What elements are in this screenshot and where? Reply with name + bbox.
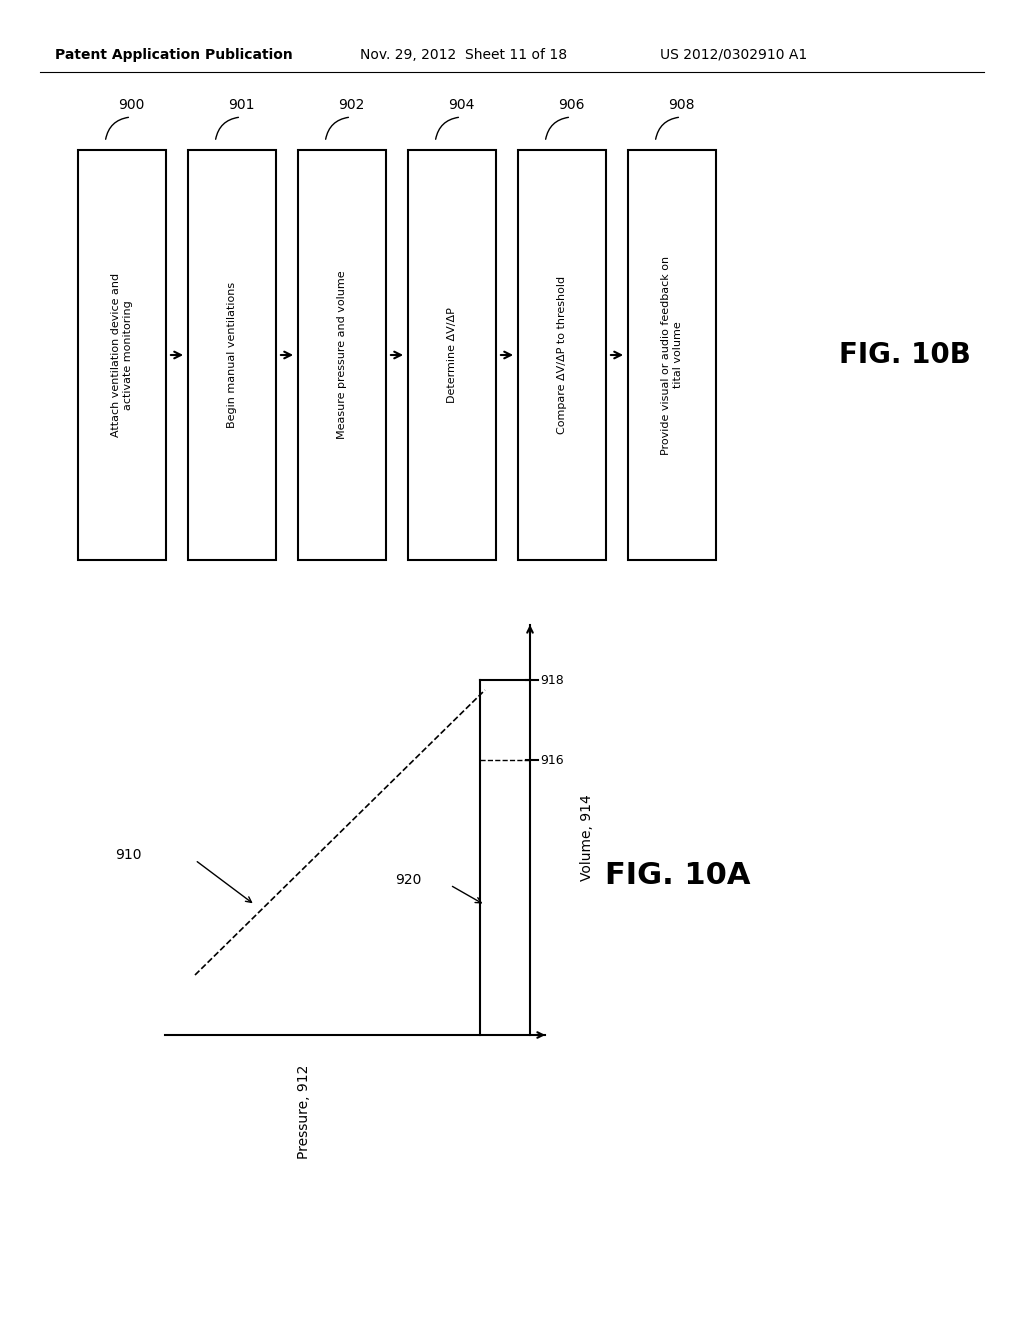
Bar <box>78 150 166 560</box>
Text: Volume, 914: Volume, 914 <box>580 795 594 880</box>
Text: Begin manual ventilations: Begin manual ventilations <box>227 282 237 428</box>
Text: FIG. 10B: FIG. 10B <box>839 341 971 370</box>
Text: Nov. 29, 2012  Sheet 11 of 18: Nov. 29, 2012 Sheet 11 of 18 <box>360 48 567 62</box>
Text: Provide visual or audio feedback on
tital volume: Provide visual or audio feedback on tita… <box>662 256 683 454</box>
Text: Measure pressure and volume: Measure pressure and volume <box>337 271 347 440</box>
Text: 906: 906 <box>558 98 585 112</box>
Bar <box>518 150 606 560</box>
Text: US 2012/0302910 A1: US 2012/0302910 A1 <box>660 48 807 62</box>
Bar <box>298 150 386 560</box>
Text: Compare ΔV/ΔP to threshold: Compare ΔV/ΔP to threshold <box>557 276 567 434</box>
Text: Patent Application Publication: Patent Application Publication <box>55 48 293 62</box>
Text: 916: 916 <box>540 754 563 767</box>
Text: 901: 901 <box>228 98 255 112</box>
Text: 900: 900 <box>118 98 144 112</box>
Text: 910: 910 <box>115 847 141 862</box>
Bar <box>408 150 496 560</box>
Text: Determine ΔV/ΔP: Determine ΔV/ΔP <box>447 308 457 403</box>
Text: 920: 920 <box>395 873 421 887</box>
Text: Pressure, 912: Pressure, 912 <box>297 1065 310 1159</box>
Text: FIG. 10A: FIG. 10A <box>605 861 751 890</box>
Bar <box>188 150 276 560</box>
Text: 902: 902 <box>338 98 365 112</box>
Text: Attach ventilation device and
activate monitoring: Attach ventilation device and activate m… <box>112 273 133 437</box>
Text: 908: 908 <box>669 98 694 112</box>
Text: 904: 904 <box>449 98 474 112</box>
Text: 918: 918 <box>540 673 564 686</box>
Bar <box>628 150 716 560</box>
